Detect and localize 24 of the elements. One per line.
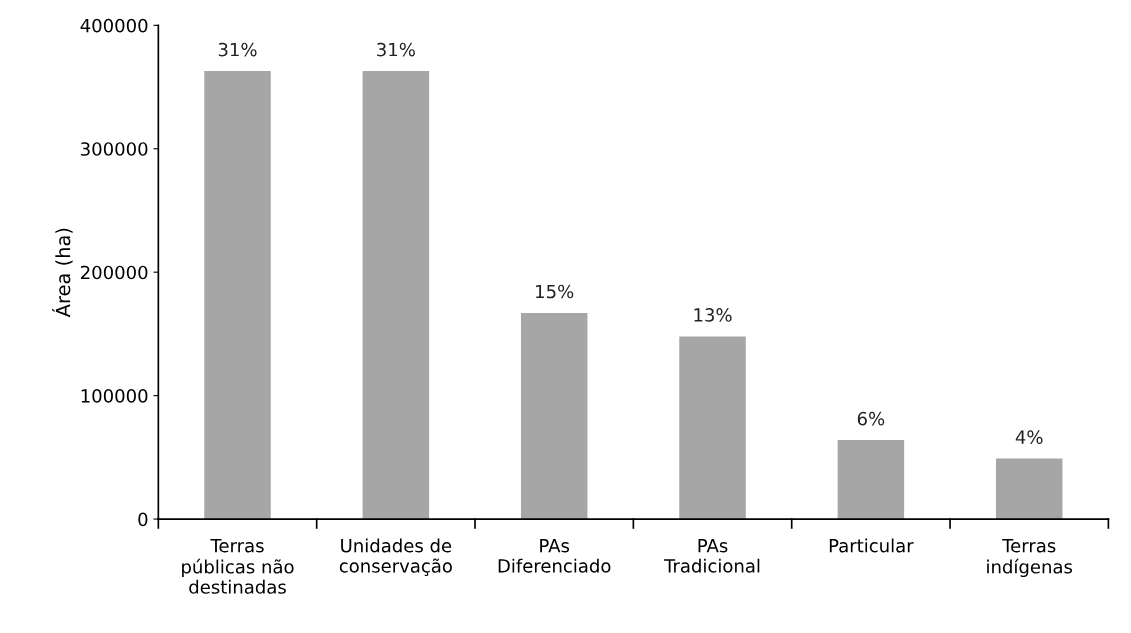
- annotation: 15%: [536, 284, 574, 299]
- annotation: 13%: [694, 308, 732, 322]
- bar: [362, 70, 430, 520]
- y-tick-label: 0: [138, 512, 148, 527]
- y-axis-title: Área (ha): [52, 228, 73, 318]
- x-tick-label: PAs Tradicional: [664, 539, 760, 573]
- x-tick-label: Unidades de conservação: [339, 538, 452, 576]
- bar: [679, 336, 746, 520]
- bar: [995, 458, 1063, 520]
- x-tick-label: PAs Diferenciado: [498, 539, 611, 573]
- y-tick-label: 400000: [80, 18, 148, 33]
- y-tick-label: 100000: [81, 389, 148, 403]
- annotation: 6%: [857, 411, 885, 426]
- annotation: 4%: [1015, 430, 1043, 444]
- bar: [837, 440, 905, 520]
- x-tick-label: Terras públicas não destinadas: [182, 539, 294, 594]
- annotation: 31%: [218, 42, 257, 57]
- x-tick-label: Particular: [829, 538, 914, 553]
- annotation: 31%: [377, 42, 415, 57]
- x-tick-label: Terras indígenas: [987, 539, 1073, 578]
- y-tick-label: 300000: [81, 142, 148, 156]
- y-tick-label: 200000: [81, 265, 148, 280]
- bar: [204, 70, 271, 520]
- bar: [520, 312, 588, 520]
